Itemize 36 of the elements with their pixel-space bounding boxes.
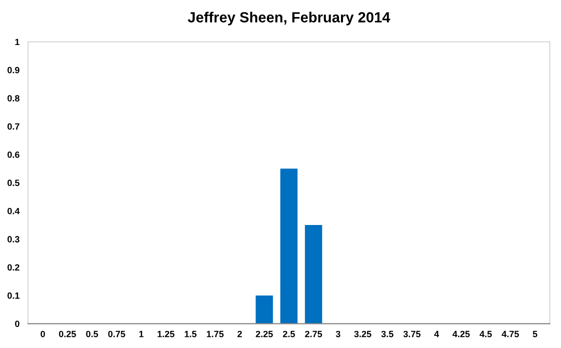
x-tick-label: 4.5 — [480, 330, 492, 338]
y-tick-label: 0.9 — [8, 66, 20, 74]
x-tick-label: 3.75 — [403, 330, 420, 338]
y-tick-label: 1 — [15, 38, 20, 46]
x-tick-label: 4.75 — [502, 330, 519, 338]
y-tick-label: 0.2 — [8, 264, 20, 271]
x-tick-label: 1.75 — [206, 330, 224, 338]
y-tick-label: 0.8 — [8, 95, 20, 102]
bar — [256, 295, 273, 324]
x-tick-label: 1.5 — [184, 330, 196, 338]
bar — [304, 224, 322, 324]
x-tick-label: 2.25 — [256, 330, 273, 338]
chart-title: Jeffrey Sheen, February 2014 — [188, 12, 390, 26]
y-tick-label: 0 — [15, 320, 20, 327]
x-tick-label: 3 — [336, 330, 340, 338]
x-tick-label: 2.5 — [282, 330, 295, 338]
y-tick-label: 0.6 — [8, 151, 20, 158]
x-tick-label: 2.75 — [305, 330, 322, 338]
x-tick-label: 2 — [238, 330, 242, 338]
x-tick-label: 1.25 — [158, 330, 174, 338]
y-tick-label: 0.4 — [8, 208, 20, 214]
y-tick-label: 0.5 — [8, 180, 20, 186]
x-tick-label: 1 — [139, 330, 144, 338]
x-tick-label: 0 — [40, 330, 45, 338]
x-tick-label: 5 — [532, 330, 538, 338]
x-tick-label: 0.5 — [86, 330, 98, 338]
x-tick-label: 0.25 — [59, 330, 76, 338]
x-tick-label: 4 — [434, 330, 440, 338]
x-tick-label: 3.5 — [381, 330, 394, 338]
x-tick-label: 4.25 — [452, 330, 470, 338]
y-tick-label: 0.1 — [8, 292, 20, 299]
y-tick-label: 0.3 — [8, 236, 20, 242]
bar — [280, 168, 298, 324]
y-tick-label: 0.7 — [8, 123, 20, 130]
x-tick-label: 3.25 — [354, 330, 372, 338]
x-tick-label: 0.75 — [108, 330, 126, 338]
